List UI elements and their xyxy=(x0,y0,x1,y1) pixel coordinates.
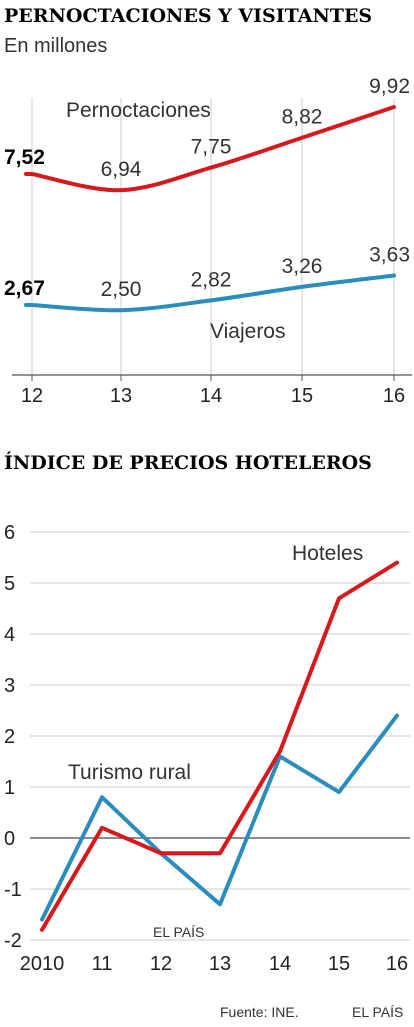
chart2-x-tick-label: 14 xyxy=(269,953,291,975)
chart2-y-tick-label: 4 xyxy=(4,624,15,646)
chart1-x-tick-label: 16 xyxy=(383,385,405,407)
chart2-x-tick-label: 15 xyxy=(328,953,350,975)
chart1-data-label: 7,75 xyxy=(191,136,232,159)
chart1-subtitle: En millones xyxy=(4,35,107,57)
chart2-y-tick-label: 6 xyxy=(4,522,15,544)
chart1-data-label: 2,67 xyxy=(4,277,45,300)
chart2-y-tick-label: -1 xyxy=(4,879,22,901)
chart2-series-label-hoteles: Hoteles xyxy=(292,542,363,565)
chart2-x-tick-label: 13 xyxy=(209,953,231,975)
chart2-watermark: EL PAÍS xyxy=(153,924,204,940)
chart2-series-line-0 xyxy=(40,560,399,932)
chart2-y-tick-label: 1 xyxy=(4,777,15,799)
chart2-y-ticks: 6 5 4 3 2 1 0 -1 -2 xyxy=(4,522,22,952)
chart1-x-ticks: 12 13 14 15 16 xyxy=(21,375,405,407)
chart2-title: ÍNDICE DE PRECIOS HOTELEROS xyxy=(4,451,372,474)
chart2-series-line-1 xyxy=(40,713,399,922)
chart2-y-tick-label: 0 xyxy=(4,828,15,850)
chart1-title: PERNOCTACIONES Y VISITANTES xyxy=(4,5,372,27)
chart1-x-tick-label: 13 xyxy=(110,385,132,407)
chart1-series xyxy=(24,105,396,313)
chart2-x-ticks: 2010 11 12 13 14 15 16 xyxy=(20,953,408,975)
chart2-series-label-turismo-rural: Turismo rural xyxy=(68,761,191,784)
chart1-x-tick-label: 15 xyxy=(291,385,313,407)
chart1-data-label: 9,92 xyxy=(369,75,410,98)
chart1-data-labels: 7,52 6,94 7,75 8,82 9,92 2,67 2,50 2,82 3,26 3,63 xyxy=(4,75,410,301)
chart2-series xyxy=(40,560,399,932)
chart2-grid xyxy=(30,531,410,941)
chart1-series-line-1 xyxy=(24,273,396,313)
chart1-x-tick-label: 14 xyxy=(200,385,222,407)
chart2-y-tick-label: -2 xyxy=(4,930,22,952)
chart2-y-tick-label: 5 xyxy=(4,573,15,595)
chart1-series-label-viajeros: Viajeros xyxy=(210,320,286,343)
chart2-y-tick-label: 2 xyxy=(4,726,15,748)
chart1-data-label: 3,26 xyxy=(282,255,323,278)
chart1-x-tick-label: 12 xyxy=(21,385,43,407)
chart1-data-label: 2,50 xyxy=(101,278,142,301)
chart1-series-label-pernoctaciones: Pernoctaciones xyxy=(66,99,211,122)
chart2-y-tick-label: 3 xyxy=(4,675,15,697)
chart2-x-tick-label: 11 xyxy=(92,953,113,975)
chart1-data-label: 3,63 xyxy=(369,244,410,267)
chart1-data-label: 7,52 xyxy=(4,146,45,169)
chart1-data-label: 6,94 xyxy=(101,158,142,181)
chart2-x-tick-label: 16 xyxy=(386,953,408,975)
chart1-data-label: 2,82 xyxy=(191,268,232,291)
chart2-x-tick-label: 2010 xyxy=(20,953,65,975)
chart1-grid xyxy=(12,98,412,376)
chart2-x-tick-label: 12 xyxy=(150,953,172,975)
chart1-data-label: 8,82 xyxy=(282,106,323,129)
source-note: Fuente: INE. xyxy=(220,1004,299,1020)
brand-logo: EL PAÍS xyxy=(352,1004,403,1020)
chart1-series-line-0 xyxy=(24,105,396,193)
